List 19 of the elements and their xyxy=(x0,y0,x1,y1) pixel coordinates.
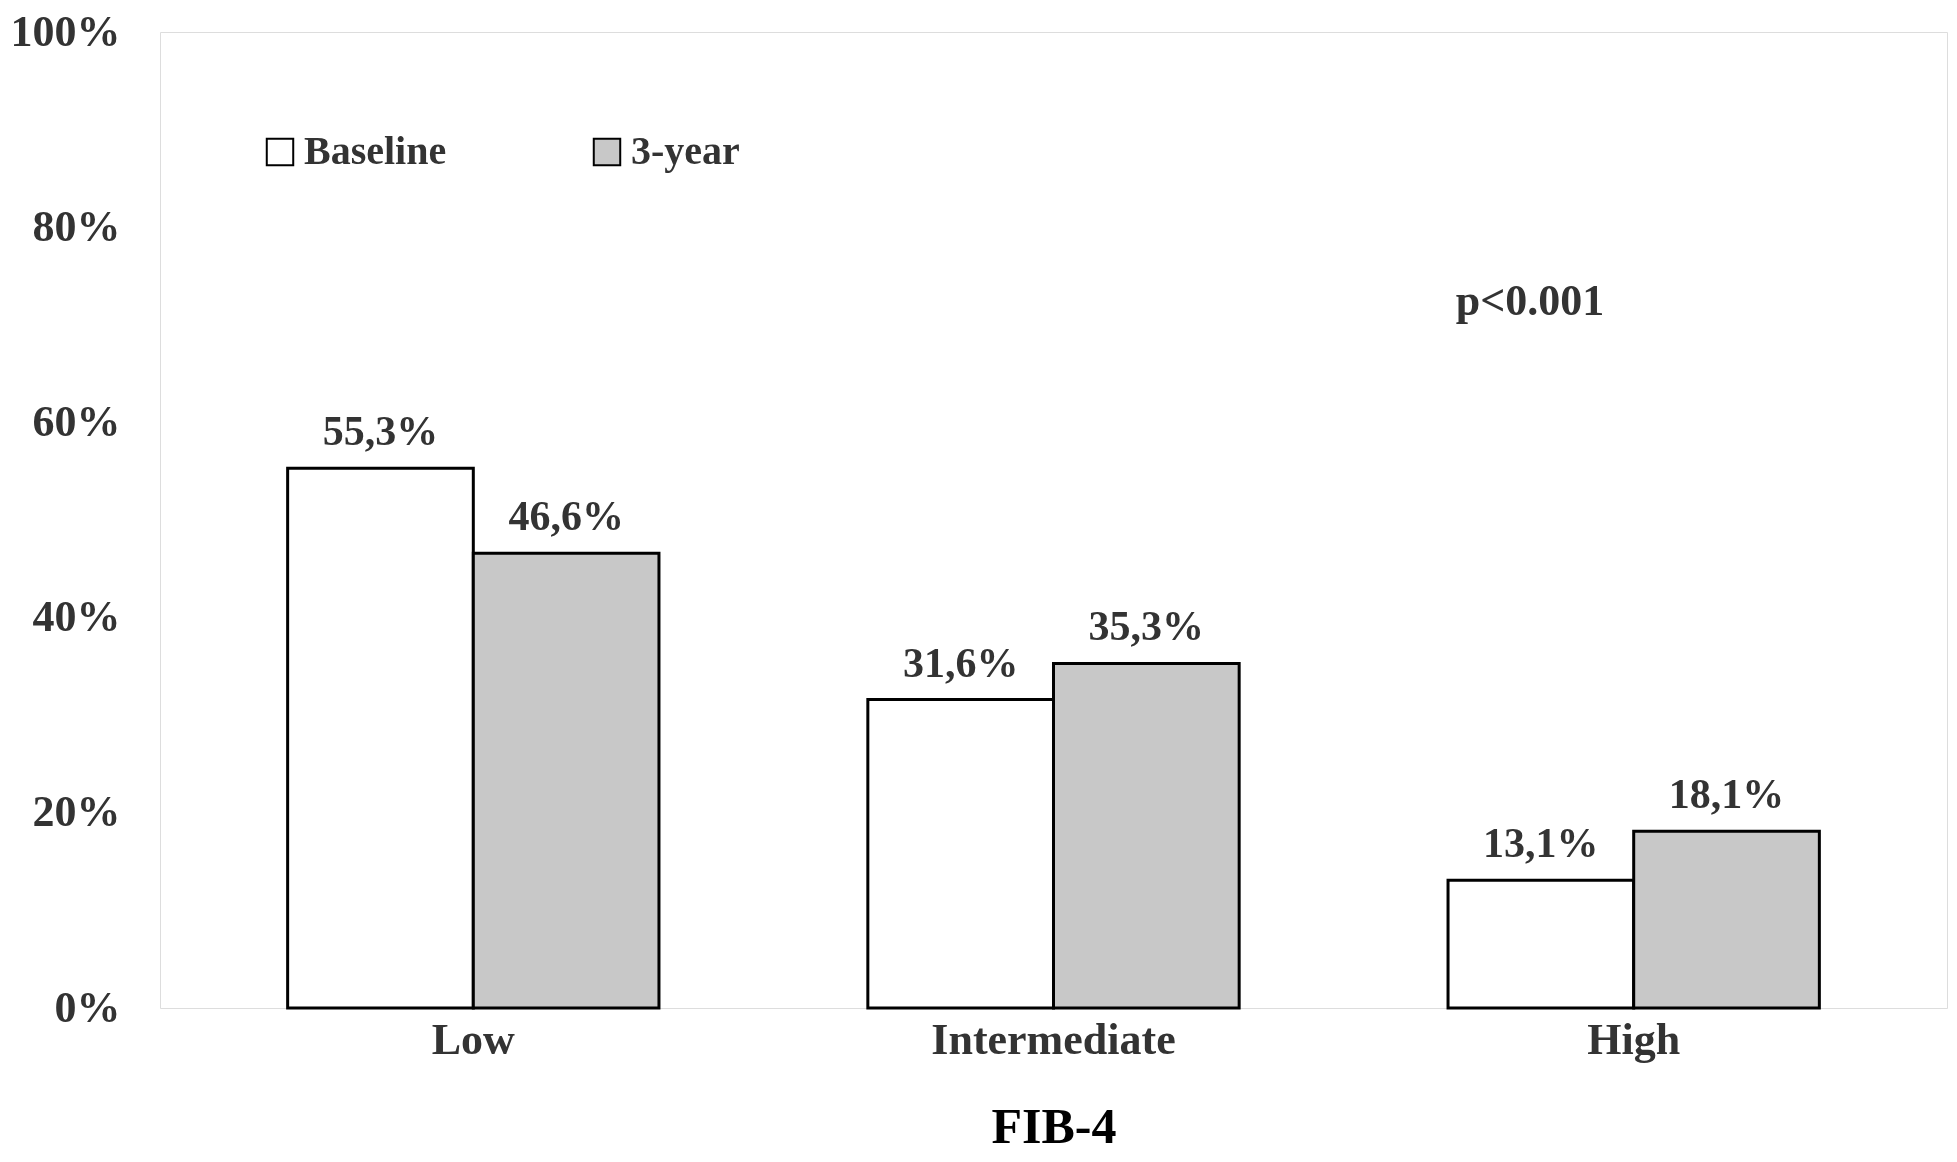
y-tick-label: 40% xyxy=(32,592,121,642)
data-label: 46,6% xyxy=(508,493,624,540)
data-label: 13,1% xyxy=(1483,820,1599,867)
legend-label: Baseline xyxy=(304,128,447,173)
annotation: p<0.001 xyxy=(1455,276,1605,325)
x-tick-label: Intermediate xyxy=(931,1014,1176,1064)
y-tick-label: 80% xyxy=(32,201,121,251)
legend-label: 3-year xyxy=(631,128,740,173)
x-tick-label: Low xyxy=(431,1014,516,1064)
x-tick-label: High xyxy=(1587,1014,1681,1064)
data-label: 18,1% xyxy=(1668,771,1785,818)
y-tick-label: 100% xyxy=(10,6,121,56)
data-label: 55,3% xyxy=(322,408,439,455)
y-tick-label: 60% xyxy=(32,396,121,446)
y-tick-label: 20% xyxy=(32,787,121,837)
data-label: 35,3% xyxy=(1088,603,1205,650)
data-label: 31,6% xyxy=(902,639,1019,686)
y-tick-label: 0% xyxy=(54,982,121,1032)
x-axis-title: FIB-4 xyxy=(991,1097,1117,1154)
